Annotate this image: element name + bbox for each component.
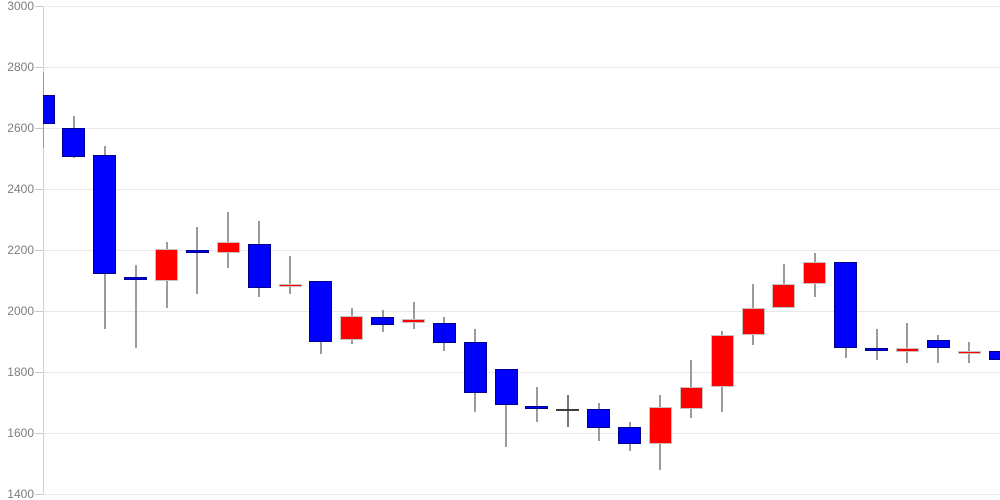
candle-body xyxy=(556,408,580,412)
candle-wick xyxy=(196,227,199,295)
candle-body xyxy=(926,340,950,348)
candle-body xyxy=(402,318,425,324)
candle-body xyxy=(587,408,611,429)
y-axis-tick xyxy=(35,372,43,373)
y-axis-label: 1400 xyxy=(7,487,34,500)
candle-body xyxy=(988,350,1000,360)
candle-body xyxy=(93,155,117,275)
candle-body xyxy=(62,128,86,157)
y-axis-tick xyxy=(35,494,43,495)
candle-wick xyxy=(134,265,137,348)
y-axis-tick xyxy=(35,433,43,434)
candle-body xyxy=(463,341,487,394)
y-axis-tick xyxy=(35,311,43,312)
y-axis-label: 1800 xyxy=(7,365,34,379)
y-axis-label: 2200 xyxy=(7,243,34,257)
candle-body xyxy=(895,347,919,353)
y-axis-label: 2600 xyxy=(7,121,34,135)
y-axis-label: 2000 xyxy=(7,304,34,318)
candle-body xyxy=(618,426,641,444)
candle-body xyxy=(865,347,888,351)
y-axis-label: 3000 xyxy=(7,0,34,13)
candle-body xyxy=(525,405,549,409)
y-axis-tick xyxy=(35,250,43,251)
candle-body xyxy=(648,407,672,444)
candle-wick xyxy=(289,256,291,295)
candle-body xyxy=(216,242,240,254)
candle-wick xyxy=(535,387,538,423)
candle-wick xyxy=(505,368,508,447)
y-axis-label: 1600 xyxy=(7,426,34,440)
candle-body xyxy=(155,248,178,281)
candle-body xyxy=(185,250,209,253)
y-axis-tick xyxy=(35,128,43,129)
candle-body xyxy=(679,387,703,409)
candle-body xyxy=(309,280,333,342)
candle-wick xyxy=(875,329,878,360)
candle-body xyxy=(247,243,271,289)
candle-body xyxy=(772,283,796,308)
candle-body xyxy=(371,317,395,325)
candle-body xyxy=(432,323,456,343)
y-axis-label: 2800 xyxy=(7,60,34,74)
plot-area xyxy=(43,0,1000,500)
candle-body xyxy=(494,368,518,406)
candle-body xyxy=(340,315,364,340)
candle-body xyxy=(741,307,765,336)
candle-body xyxy=(957,350,981,354)
candle-body xyxy=(43,94,55,124)
y-axis-label: 2400 xyxy=(7,182,34,196)
candle-wick xyxy=(227,211,230,269)
candle-body xyxy=(803,262,827,284)
candle-wick xyxy=(906,323,909,363)
candle-body xyxy=(834,262,858,348)
candle-body xyxy=(278,283,302,287)
candle-body xyxy=(710,335,734,388)
y-axis-tick xyxy=(35,67,43,68)
candle-body xyxy=(124,277,148,281)
y-axis-tick xyxy=(35,189,43,190)
candle-wick xyxy=(412,301,415,330)
candle-wick xyxy=(937,335,940,363)
y-axis-tick xyxy=(35,6,43,7)
